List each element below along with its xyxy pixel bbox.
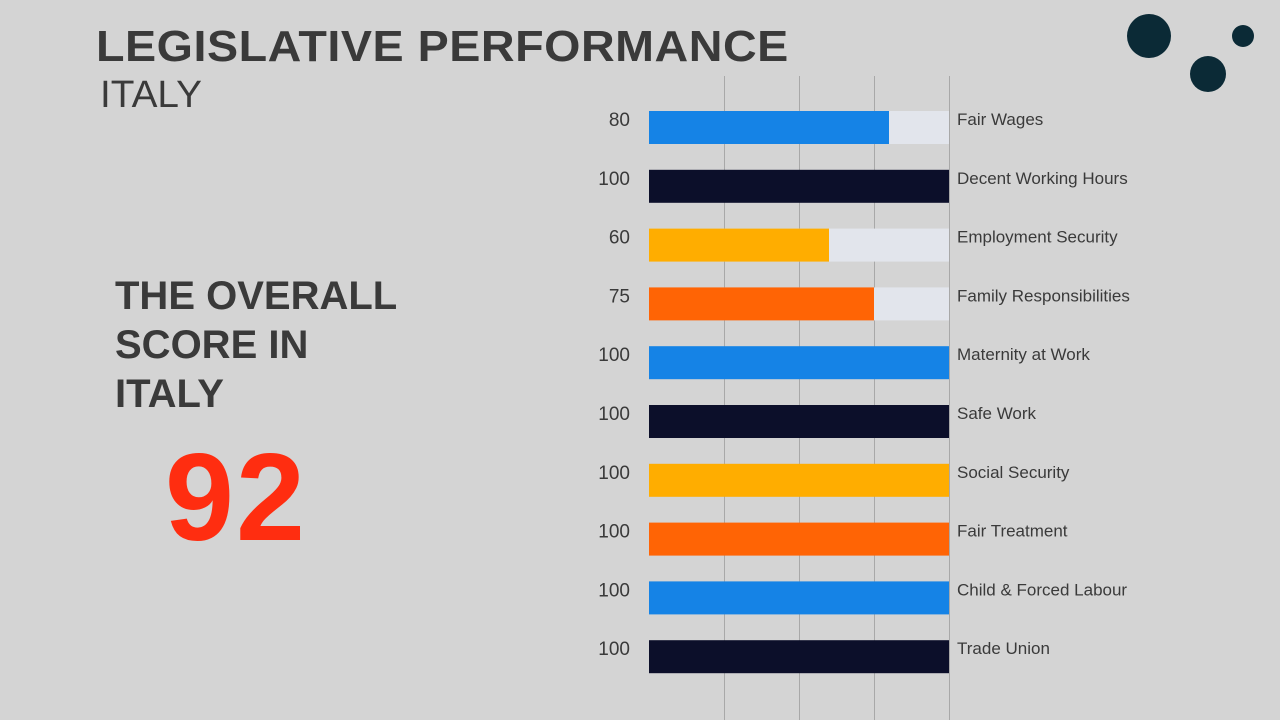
decorative-dot-medium [1190, 56, 1226, 92]
bar-value-label: 100 [598, 463, 630, 484]
bar-category-label: Trade Union [957, 639, 1050, 658]
bar [649, 111, 889, 144]
bar [649, 581, 949, 615]
bar [649, 169, 949, 203]
bar-category-label: Fair Wages [957, 110, 1043, 129]
bar-category-label: Decent Working Hours [957, 169, 1128, 188]
bar-category-label: Maternity at Work [957, 345, 1090, 364]
bar [649, 287, 874, 321]
bar-category-label: Fair Treatment [957, 522, 1068, 541]
page-title: LEGISLATIVE PERFORMANCE [96, 22, 789, 71]
bar-value-label: 75 [609, 286, 630, 307]
bar [649, 346, 949, 380]
bar-value-label: 100 [598, 345, 630, 366]
bar [649, 640, 949, 674]
bar-value-label: 100 [598, 639, 630, 660]
bar [649, 405, 949, 438]
country-subtitle: ITALY [100, 74, 202, 116]
bar-value-label: 100 [598, 404, 630, 425]
decorative-dot-small [1232, 25, 1254, 47]
overall-score-label: THE OVERALL SCORE IN ITALY [115, 274, 398, 416]
bar-category-label: Child & Forced Labour [957, 580, 1127, 599]
bar-value-label: 80 [609, 110, 630, 131]
bar-value-label: 100 [598, 169, 630, 190]
bar [649, 522, 949, 556]
bar-category-label: Safe Work [957, 404, 1037, 423]
bar-value-label: 100 [598, 580, 630, 601]
decorative-dot-large [1127, 14, 1171, 58]
bar-category-label: Family Responsibilities [957, 286, 1130, 305]
overall-score-value: 92 [165, 429, 307, 567]
bar-value-label: 60 [609, 228, 630, 249]
bar [649, 463, 949, 497]
bar-category-label: Employment Security [957, 228, 1118, 247]
bar [649, 228, 829, 262]
bar-category-label: Social Security [957, 463, 1070, 482]
bar-value-label: 100 [598, 522, 630, 543]
